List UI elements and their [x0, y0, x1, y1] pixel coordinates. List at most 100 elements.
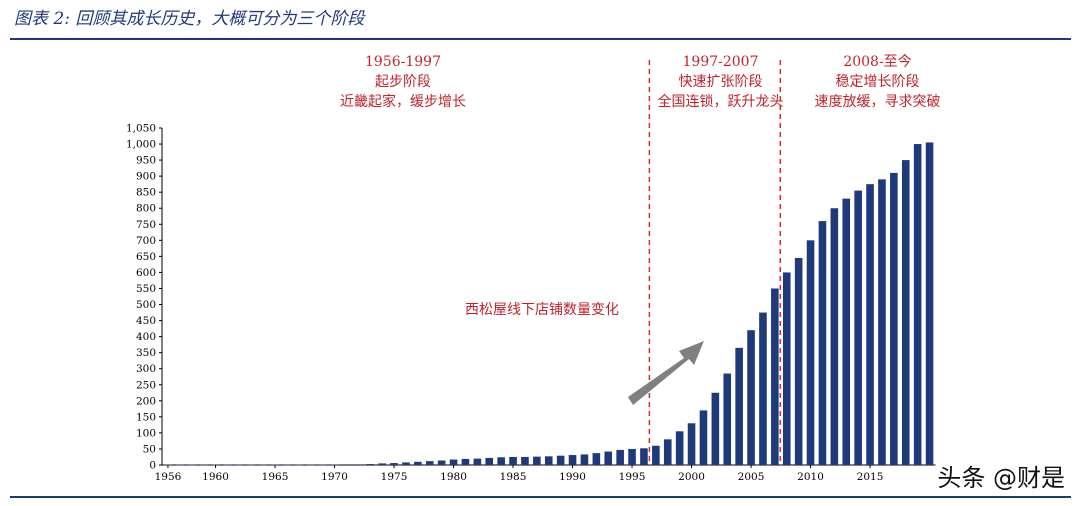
- x-tick-label: 1965: [262, 471, 289, 483]
- x-tick-label: 1956: [155, 471, 182, 483]
- x-tick-label: 2005: [738, 471, 765, 483]
- x-tick-label: 1980: [440, 471, 467, 483]
- bar: [580, 454, 589, 465]
- bar: [735, 347, 743, 465]
- y-tick-label: 0: [149, 460, 156, 472]
- bar: [604, 451, 613, 465]
- y-tick-label: 900: [136, 171, 156, 183]
- y-tick-label: 800: [136, 203, 156, 215]
- bar: [318, 464, 327, 466]
- bar: [568, 455, 577, 465]
- y-tick-label: 100: [136, 427, 156, 439]
- y-tick-label: 550: [136, 283, 156, 295]
- bar: [211, 464, 220, 466]
- bar: [759, 312, 767, 465]
- y-tick-label: 300: [136, 363, 156, 375]
- bar: [295, 464, 303, 466]
- bar: [794, 257, 803, 465]
- bar: [723, 373, 732, 465]
- phase-1-years: 1956-1997: [365, 54, 441, 70]
- bar: [461, 458, 470, 465]
- bar: [747, 330, 755, 465]
- y-tick-label: 450: [136, 315, 156, 327]
- bar: [533, 456, 541, 465]
- watermark: 头条 @财是: [937, 464, 1065, 492]
- bar: [271, 464, 279, 466]
- bar: [544, 456, 553, 465]
- phase-3-desc: 速度放缓，寻求突破: [814, 94, 941, 110]
- y-tick-label: 500: [136, 299, 156, 311]
- y-tick-label: 1,050: [126, 123, 156, 135]
- x-tick-label: 2015: [857, 471, 884, 483]
- y-tick-label: 150: [136, 411, 156, 423]
- x-tick-label: 1995: [619, 471, 646, 483]
- bar: [592, 453, 601, 465]
- bar: [176, 464, 184, 466]
- bar: [235, 464, 244, 466]
- x-tick-label: 1970: [321, 471, 348, 483]
- phase-1-desc: 近畿起家，缓步增长: [340, 94, 466, 110]
- y-tick-label: 1,000: [126, 139, 156, 151]
- bar: [247, 464, 256, 466]
- bar: [449, 459, 458, 465]
- y-tick-label: 200: [136, 395, 156, 407]
- bar: [223, 464, 232, 466]
- bar: [509, 456, 517, 465]
- bar: [806, 240, 815, 465]
- bar: [866, 184, 874, 465]
- bar: [913, 144, 922, 466]
- bar: [402, 462, 410, 465]
- bar: [366, 464, 375, 465]
- bar: [771, 288, 779, 465]
- bar: [901, 160, 910, 465]
- bar: [473, 458, 482, 465]
- bottom-rule: [10, 496, 1071, 498]
- x-tick-label: 2010: [797, 471, 824, 483]
- phase-2-years: 1997-2007: [682, 54, 759, 70]
- bar: [187, 464, 196, 466]
- x-tick-label: 1975: [381, 471, 408, 483]
- phase-3-name: 稳定增长阶段: [835, 74, 920, 90]
- bar: [675, 431, 684, 465]
- store-count-annotation: 西松屋线下店铺数量变化: [465, 302, 619, 318]
- bar: [925, 142, 934, 465]
- y-tick-label: 750: [136, 219, 156, 231]
- bar: [354, 464, 363, 465]
- bar: [842, 198, 851, 465]
- x-tick-label: 1985: [500, 471, 527, 483]
- bar: [306, 464, 315, 466]
- bar: [616, 449, 624, 465]
- bar: [437, 460, 446, 465]
- bar: [699, 410, 708, 465]
- y-tick-label: 50: [143, 443, 156, 455]
- phase-3-label: 2008-至今 稳定增长阶段 速度放缓，寻求突破: [795, 52, 960, 112]
- x-tick-label: 1960: [202, 471, 229, 483]
- bar: [854, 190, 862, 466]
- bar: [259, 464, 267, 466]
- bar: [663, 439, 672, 465]
- trend-arrow-icon: [628, 341, 704, 405]
- bar: [687, 423, 696, 465]
- x-tick-label: 1990: [559, 471, 586, 483]
- y-tick-label: 700: [136, 235, 156, 247]
- bar: [818, 221, 827, 465]
- bar: [782, 272, 791, 465]
- bar: [485, 457, 494, 465]
- bar: [556, 455, 565, 465]
- bar: [521, 456, 529, 465]
- bar: [164, 464, 172, 466]
- bar: [711, 392, 720, 465]
- bar: [425, 461, 434, 465]
- y-tick-label: 950: [136, 155, 156, 167]
- bar: [199, 464, 208, 466]
- bar: [330, 464, 339, 466]
- bar: [414, 461, 422, 465]
- y-tick-label: 350: [136, 347, 156, 359]
- bar: [342, 464, 351, 465]
- bar: [378, 463, 386, 465]
- bar: [628, 448, 636, 465]
- figure-title: 图表 2: 回顾其成长历史，大概可分为三个阶段: [14, 9, 365, 29]
- bar: [390, 463, 398, 465]
- x-tick-label: 2000: [678, 471, 705, 483]
